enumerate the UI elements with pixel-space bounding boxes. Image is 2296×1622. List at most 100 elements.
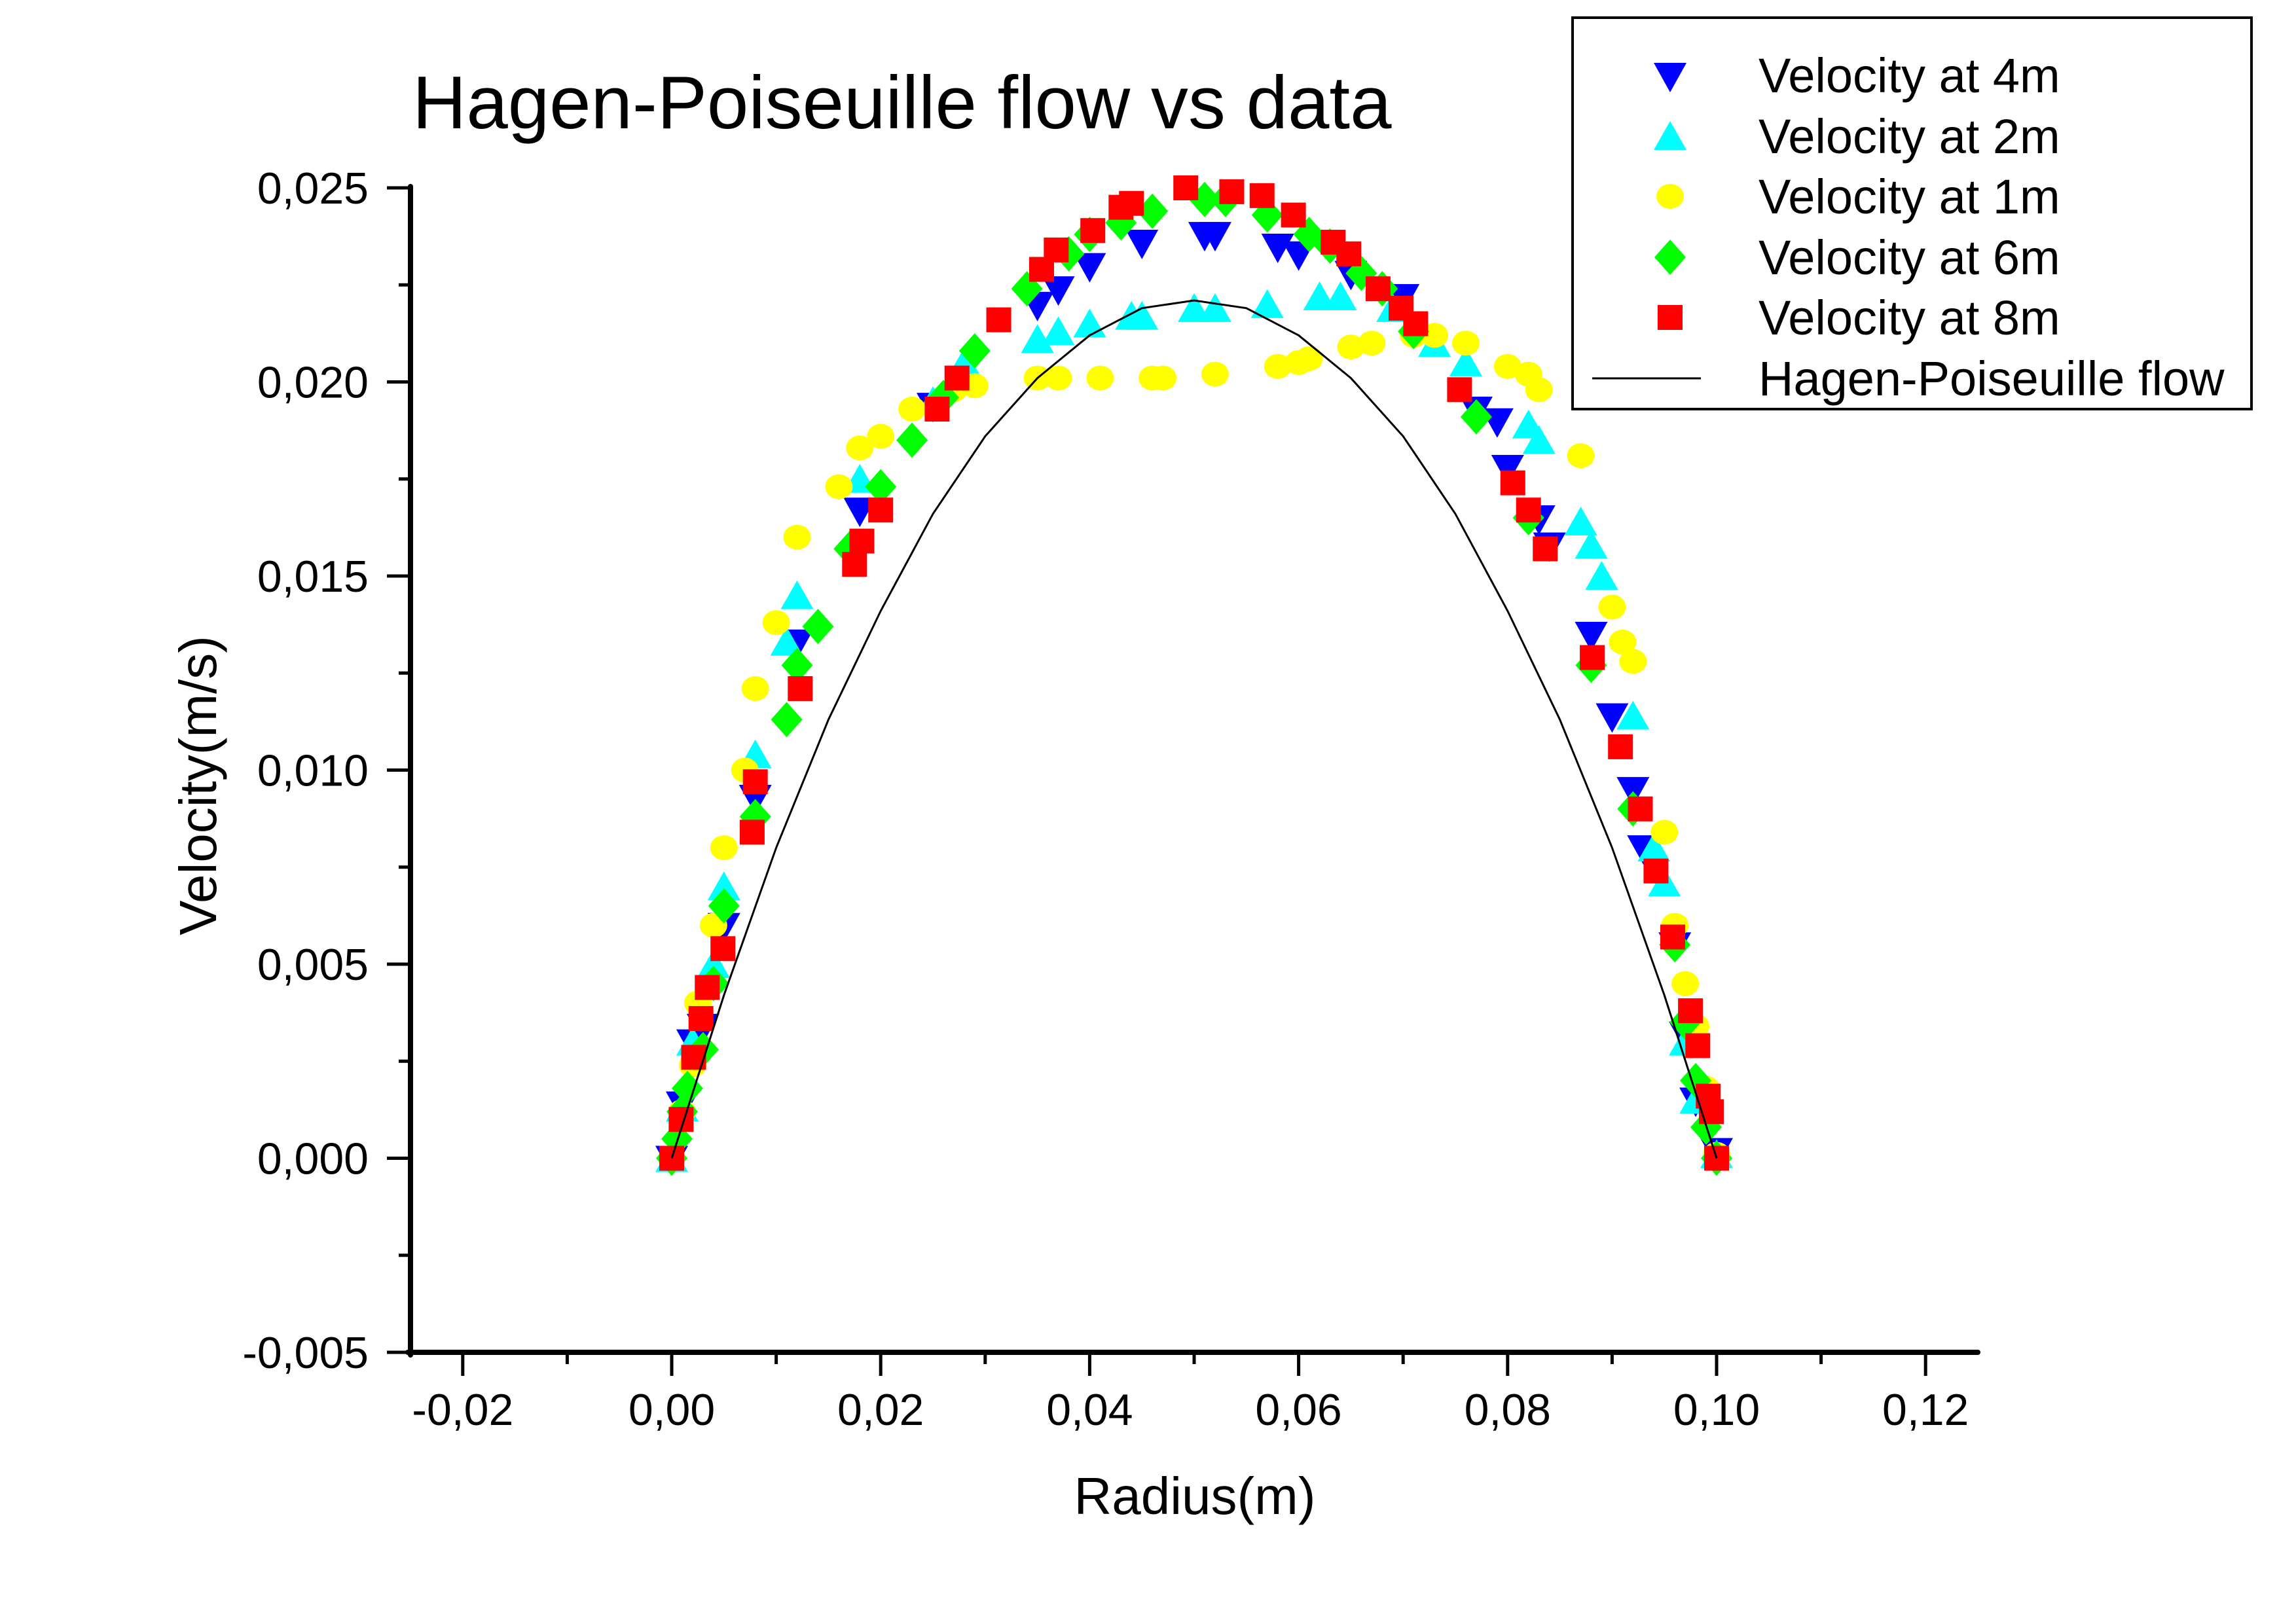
data-point-velocity-at-2m bbox=[1616, 700, 1650, 730]
legend-label: Hagen-Poiseuille flow bbox=[1758, 351, 2225, 406]
data-point-velocity-at-8m bbox=[1516, 497, 1541, 523]
data-point-velocity-at-4m bbox=[1042, 276, 1075, 306]
data-point-velocity-at-6m bbox=[671, 1070, 703, 1106]
data-point-velocity-at-4m bbox=[1261, 233, 1294, 263]
chart-title: Hagen-Poiseuille flow vs data bbox=[412, 62, 1392, 145]
data-point-velocity-at-1m bbox=[1264, 353, 1292, 379]
data-point-velocity-at-8m bbox=[1580, 645, 1605, 670]
data-point-velocity-at-8m bbox=[1643, 858, 1669, 884]
legend-label: Velocity at 2m bbox=[1758, 109, 2060, 164]
data-point-velocity-at-4m bbox=[1595, 703, 1629, 733]
data-point-velocity-at-8m bbox=[681, 1045, 706, 1070]
data-point-velocity-at-8m bbox=[944, 365, 970, 391]
data-point-velocity-at-8m bbox=[695, 975, 720, 1000]
y-tick-label: 0,000 bbox=[257, 1134, 369, 1184]
data-point-velocity-at-1m bbox=[846, 435, 874, 461]
data-point-velocity-at-8m bbox=[1660, 924, 1685, 950]
data-point-velocity-at-8m bbox=[1119, 190, 1144, 216]
data-point-velocity-at-8m bbox=[1403, 311, 1429, 336]
data-point-velocity-at-8m bbox=[849, 528, 875, 554]
legend-marker-diamond-icon bbox=[1654, 240, 1686, 275]
data-point-velocity-at-8m bbox=[1249, 183, 1275, 208]
data-point-velocity-at-8m bbox=[1447, 377, 1472, 403]
data-point-velocity-at-4m bbox=[1491, 454, 1524, 484]
data-point-velocity-at-2m bbox=[1585, 561, 1618, 590]
data-point-velocity-at-1m bbox=[1337, 334, 1365, 360]
data-point-velocity-at-4m bbox=[1575, 621, 1608, 651]
legend-box bbox=[1571, 16, 2253, 410]
legend-marker-circle-icon bbox=[1656, 184, 1684, 209]
axes: -0,02 0,00 0,02 0,04 0,06 0,08 0,10 0,12 -0,005 0… bbox=[242, 164, 1980, 1435]
legend-label: Velocity at 6m bbox=[1758, 230, 2060, 285]
hagen-poiseuille-line bbox=[670, 299, 1718, 1159]
data-point-velocity-at-1m bbox=[1451, 331, 1480, 356]
legend-marker-triangle-up-icon bbox=[1654, 121, 1686, 150]
data-point-velocity-at-6m bbox=[896, 422, 928, 458]
data-point-velocity-at-1m bbox=[1201, 361, 1229, 387]
data-point-velocity-at-8m bbox=[1080, 218, 1106, 243]
data-point-velocity-at-8m bbox=[742, 769, 768, 795]
y-tick-label: -0,005 bbox=[242, 1328, 369, 1378]
data-point-velocity-at-1m bbox=[762, 610, 790, 636]
data-point-velocity-at-2m bbox=[1125, 300, 1159, 330]
data-point-velocity-at-2m bbox=[1198, 293, 1231, 322]
data-point-velocity-at-2m bbox=[1522, 425, 1556, 454]
data-point-velocity-at-1m bbox=[825, 474, 853, 499]
data-point-velocity-at-8m bbox=[1628, 796, 1653, 821]
data-point-velocity-at-1m bbox=[1671, 971, 1700, 996]
data-point-velocity-at-8m bbox=[1365, 276, 1391, 302]
x-tick-label: 0,02 bbox=[837, 1385, 924, 1435]
data-point-velocity-at-2m bbox=[1575, 530, 1608, 559]
legend-label: Velocity at 8m bbox=[1758, 291, 2060, 345]
data-point-velocity-at-8m bbox=[842, 552, 867, 577]
data-point-velocity-at-6m bbox=[1137, 193, 1169, 229]
x-tick-label: 0,06 bbox=[1255, 1385, 1341, 1435]
x-tick-label: 0,00 bbox=[629, 1385, 715, 1435]
x-tick-label: 0,08 bbox=[1465, 1385, 1551, 1435]
data-point-velocity-at-2m bbox=[1021, 324, 1054, 353]
data-point-velocity-at-8m bbox=[788, 676, 813, 701]
y-axis-label: Velocity(m/s) bbox=[169, 636, 227, 935]
data-point-velocity-at-2m bbox=[780, 580, 814, 609]
data-point-velocity-at-1m bbox=[1650, 820, 1679, 845]
data-point-velocity-at-2m bbox=[1042, 316, 1075, 346]
data-point-velocity-at-6m bbox=[771, 702, 803, 738]
data-point-velocity-at-6m bbox=[708, 888, 740, 924]
data-point-velocity-at-1m bbox=[1567, 443, 1595, 469]
data-point-velocity-at-8m bbox=[1044, 237, 1069, 262]
y-tick-label: 0,015 bbox=[257, 552, 369, 602]
data-point-velocity-at-1m bbox=[1609, 629, 1637, 655]
y-tick-label: 0,005 bbox=[257, 940, 369, 990]
x-axis-label: Radius(m) bbox=[1074, 1467, 1316, 1525]
data-point-velocity-at-8m bbox=[986, 307, 1011, 333]
hagen-poiseuille-line-group bbox=[670, 299, 1718, 1159]
data-point-velocity-at-4m bbox=[843, 497, 877, 528]
data-point-velocity-at-8m bbox=[924, 397, 950, 422]
data-point-velocity-at-8m bbox=[1678, 998, 1704, 1024]
data-point-velocity-at-1m bbox=[1598, 594, 1626, 620]
y-tick-label: 0,010 bbox=[257, 746, 369, 796]
data-point-velocity-at-8m bbox=[1173, 175, 1199, 200]
data-point-velocity-at-6m bbox=[802, 609, 834, 645]
legend-marker-triangle-down-icon bbox=[1654, 63, 1686, 92]
data-point-velocity-at-8m bbox=[1699, 1099, 1724, 1125]
data-point-velocity-at-8m bbox=[710, 936, 736, 962]
data-point-velocity-at-1m bbox=[783, 524, 811, 550]
data-point-velocity-at-1m bbox=[710, 835, 738, 861]
data-point-velocity-at-4m bbox=[1198, 222, 1231, 252]
data-point-velocity-at-8m bbox=[1336, 241, 1362, 266]
data-point-velocity-at-1m bbox=[1086, 365, 1114, 391]
y-tick-label: 0,020 bbox=[257, 358, 369, 408]
data-point-velocity-at-6m bbox=[1460, 399, 1492, 435]
data-point-velocity-at-2m bbox=[770, 626, 803, 656]
data-point-velocity-at-8m bbox=[868, 497, 894, 523]
data-point-velocity-at-8m bbox=[1219, 179, 1245, 204]
x-tick-label: -0,02 bbox=[412, 1385, 513, 1435]
data-point-velocity-at-8m bbox=[1685, 1033, 1711, 1058]
data-point-velocity-at-1m bbox=[741, 676, 769, 701]
legend-marker-square-icon bbox=[1658, 305, 1683, 330]
data-point-velocity-at-1m bbox=[1525, 377, 1553, 403]
data-point-velocity-at-8m bbox=[1533, 536, 1558, 562]
data-point-velocity-at-2m bbox=[1637, 833, 1671, 862]
data-point-velocity-at-8m bbox=[1281, 202, 1306, 228]
